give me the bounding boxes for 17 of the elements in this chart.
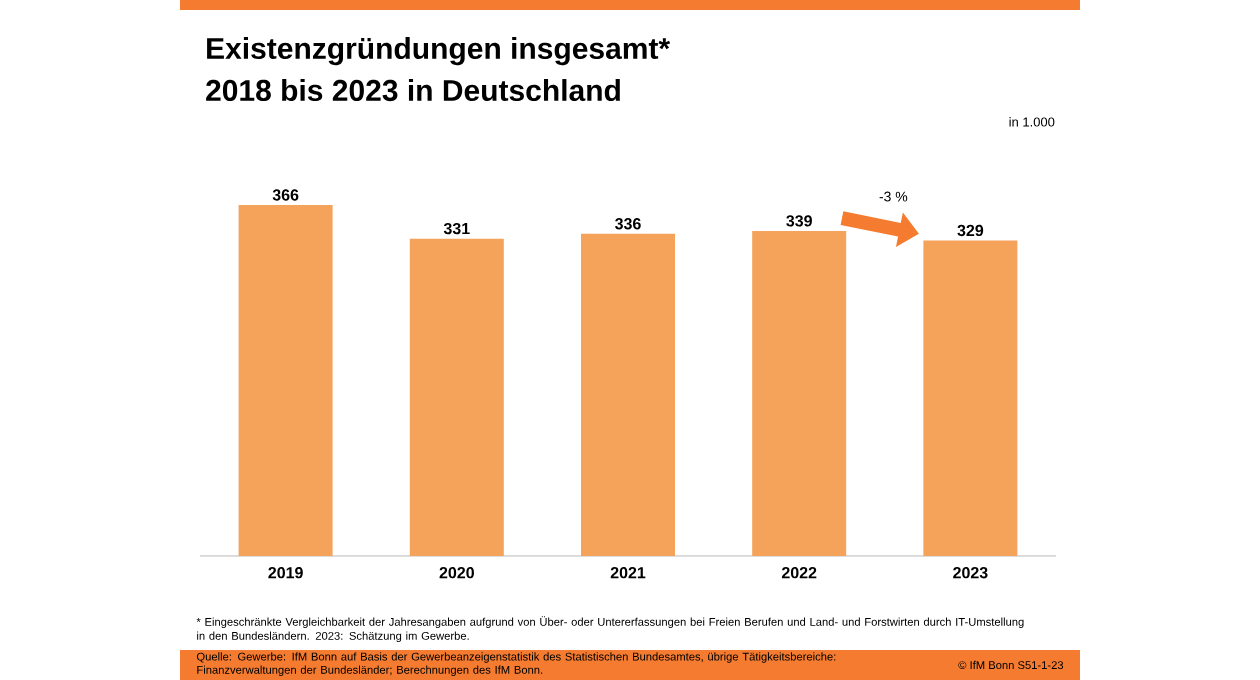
data-label: 331 <box>443 222 470 235</box>
chart-subtitle: 2018 bis 2023 in Deutschland <box>206 79 620 102</box>
bar <box>752 230 847 556</box>
bar <box>581 233 675 556</box>
data-label: 336 <box>615 218 641 230</box>
x-tick-label: 2020 <box>439 567 474 579</box>
data-label: 329 <box>957 224 984 237</box>
x-tick-label: 2021 <box>610 567 646 579</box>
data-label: 366 <box>272 189 299 201</box>
bar <box>409 238 504 556</box>
x-tick-label: 2022 <box>781 567 817 579</box>
x-tick-label: 2019 <box>268 567 303 579</box>
bar <box>923 240 1018 556</box>
x-tick-label: 2023 <box>953 567 988 579</box>
chart-title: Existenzgründungen insgesamt* <box>207 37 671 66</box>
bar <box>238 205 333 556</box>
data-label: 339 <box>786 215 812 227</box>
